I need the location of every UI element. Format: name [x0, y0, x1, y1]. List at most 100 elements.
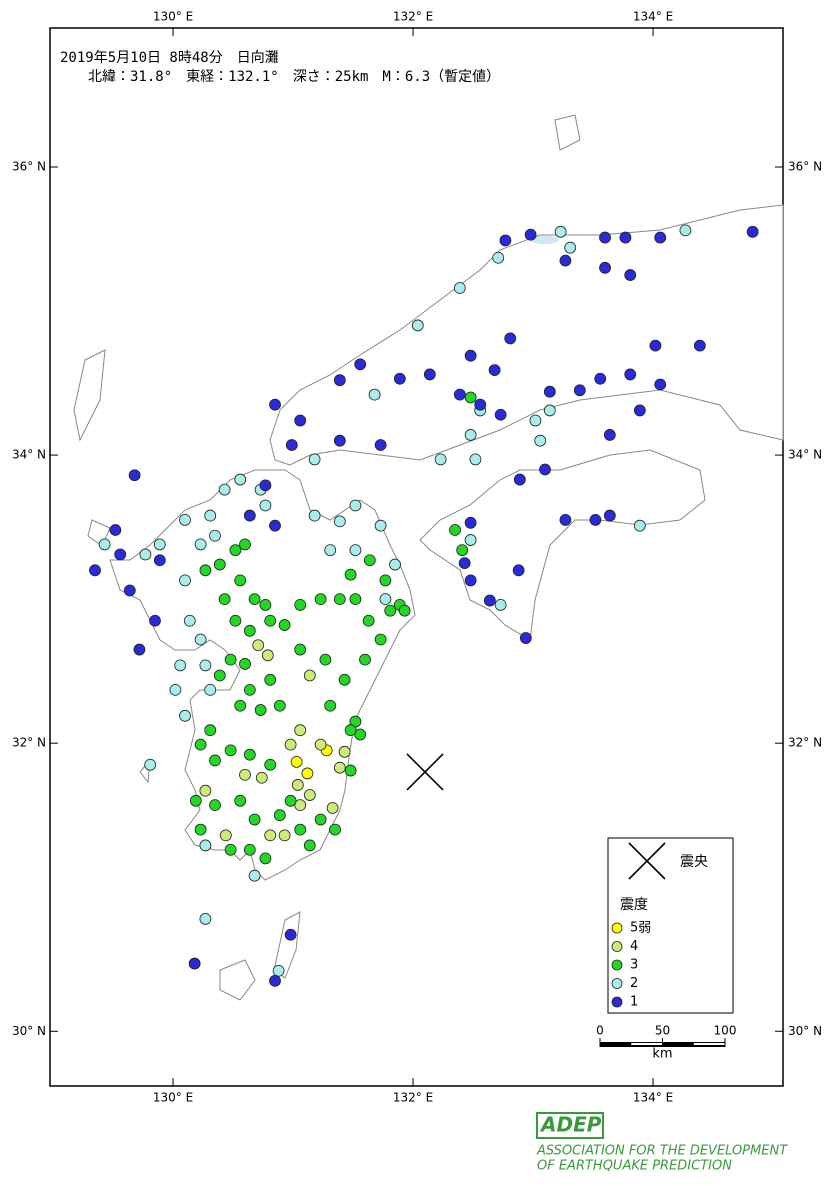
- station: [338, 673, 351, 686]
- station: [344, 568, 357, 581]
- station: [194, 738, 207, 751]
- title-line: 2019年5月10日 8時48分 日向灘: [60, 50, 279, 66]
- legend-label: 5弱: [630, 921, 651, 936]
- station: [303, 669, 316, 682]
- legend-swatch: [611, 978, 623, 989]
- station: [603, 429, 616, 441]
- station: [89, 564, 101, 577]
- station: [654, 231, 667, 244]
- station: [333, 593, 346, 606]
- station: [194, 538, 207, 551]
- station: [319, 653, 332, 666]
- station: [128, 469, 141, 482]
- station: [290, 756, 303, 768]
- station: [269, 974, 281, 987]
- station: [199, 784, 212, 797]
- station: [314, 738, 327, 751]
- station: [654, 378, 667, 391]
- land: [73, 114, 784, 1001]
- station: [464, 349, 477, 362]
- y-tick-label: 30° N: [788, 1024, 822, 1038]
- station: [559, 254, 572, 267]
- legend-epicenter-symbol: [628, 842, 666, 880]
- station: [259, 479, 272, 492]
- station: [423, 368, 436, 381]
- station: [398, 604, 411, 617]
- station: [284, 794, 297, 807]
- legend-label: 2: [630, 976, 638, 991]
- station: [114, 548, 127, 561]
- station: [354, 358, 367, 371]
- station: [301, 767, 314, 780]
- station: [494, 408, 507, 421]
- station: [261, 649, 274, 662]
- station: [199, 659, 212, 672]
- stations: [89, 224, 759, 987]
- station: [599, 231, 611, 244]
- station: [324, 699, 337, 712]
- logo-line: OF EARTHQUAKE PREDICTION: [537, 1159, 732, 1174]
- station: [573, 384, 586, 397]
- x-tick-label: 130° E: [153, 1091, 193, 1105]
- legend-label: 4: [630, 939, 638, 954]
- station: [204, 724, 217, 737]
- station: [254, 704, 267, 716]
- station: [133, 643, 146, 656]
- station: [458, 557, 471, 570]
- station: [174, 659, 187, 672]
- y-tick-label: 30° N: [12, 1024, 46, 1038]
- station: [359, 653, 371, 666]
- station: [218, 483, 231, 496]
- station: [633, 404, 646, 417]
- station: [264, 829, 277, 842]
- legend-swatch: [611, 941, 623, 952]
- station: [324, 544, 337, 557]
- station: [333, 434, 346, 447]
- station: [554, 225, 567, 238]
- legend-swatch: [611, 922, 623, 934]
- station: [149, 614, 161, 627]
- station: [333, 515, 346, 528]
- station: [349, 544, 362, 557]
- station: [326, 802, 339, 814]
- station: [379, 574, 392, 587]
- station: [679, 224, 692, 237]
- station: [179, 574, 191, 587]
- station: [434, 453, 447, 466]
- station: [269, 519, 281, 532]
- station: [179, 709, 191, 722]
- y-tick-label: 34° N: [788, 448, 822, 462]
- station: [453, 282, 466, 294]
- station: [243, 509, 256, 522]
- station: [239, 658, 251, 670]
- station: [344, 764, 357, 777]
- y-tick-label: 32° N: [12, 736, 46, 750]
- station: [234, 574, 247, 587]
- station: [264, 673, 277, 686]
- station: [649, 339, 662, 352]
- legend-label: 3: [630, 958, 638, 973]
- station: [539, 463, 551, 476]
- station: [599, 261, 611, 274]
- station: [564, 241, 577, 254]
- station: [139, 548, 152, 561]
- station: [213, 558, 226, 571]
- station: [284, 738, 297, 751]
- epicenter: [406, 753, 444, 791]
- station: [344, 724, 357, 737]
- station: [543, 385, 556, 398]
- station: [209, 799, 221, 812]
- station: [693, 339, 706, 352]
- legend-swatch: [611, 996, 623, 1008]
- station: [273, 809, 286, 822]
- station: [243, 624, 256, 637]
- station: [494, 598, 507, 611]
- station: [199, 913, 212, 925]
- station: [303, 789, 316, 801]
- station: [239, 768, 251, 781]
- station: [453, 388, 466, 401]
- station: [294, 598, 307, 611]
- station: [499, 234, 512, 247]
- station: [469, 453, 482, 466]
- station: [255, 771, 268, 784]
